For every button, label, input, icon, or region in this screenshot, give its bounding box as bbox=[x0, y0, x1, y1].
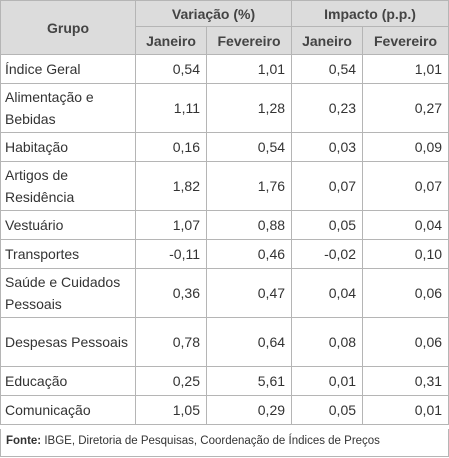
row-var-jan: 1,07 bbox=[135, 210, 207, 240]
row-imp-jan: 0,07 bbox=[291, 161, 364, 211]
row-imp-feb: 0,06 bbox=[362, 317, 449, 367]
source-footer: Fonte: IBGE, Diretoria de Pesquisas, Coo… bbox=[0, 429, 449, 457]
row-imp-feb: 0,10 bbox=[362, 239, 449, 269]
row-var-jan: 1,05 bbox=[135, 395, 207, 425]
row-imp-jan: 0,01 bbox=[291, 366, 364, 396]
table-row: Despesas Pessoais 0,78 0,64 0,08 0,06 bbox=[0, 317, 449, 367]
row-var-jan: -0,11 bbox=[135, 239, 207, 269]
row-imp-feb: 0,31 bbox=[362, 366, 449, 396]
table-row: Comunicação 1,05 0,29 0,05 0,01 bbox=[0, 395, 449, 425]
row-var-feb: 1,76 bbox=[205, 161, 293, 211]
row-imp-jan: 0,23 bbox=[291, 83, 364, 133]
row-var-feb: 0,88 bbox=[205, 210, 293, 240]
header-var-feb: Fevereiro bbox=[205, 26, 293, 55]
source-label: Fonte: bbox=[6, 435, 42, 447]
row-imp-jan: 0,05 bbox=[291, 210, 364, 240]
row-var-jan: 0,16 bbox=[135, 132, 207, 162]
table-row: Artigos de Residência 1,82 1,76 0,07 0,0… bbox=[0, 161, 449, 211]
row-var-feb: 0,64 bbox=[205, 317, 293, 367]
row-imp-feb: 0,27 bbox=[362, 83, 449, 133]
row-var-feb: 1,28 bbox=[205, 83, 293, 133]
header-impact: Impacto (p.p.) bbox=[291, 0, 449, 27]
row-var-jan: 0,54 bbox=[135, 54, 207, 84]
row-imp-feb: 0,09 bbox=[362, 132, 449, 162]
row-var-jan: 1,82 bbox=[135, 161, 207, 211]
ipca-table: Grupo Variação (%) Impacto (p.p.) Janeir… bbox=[0, 0, 449, 425]
row-imp-jan: 0,08 bbox=[291, 317, 364, 367]
row-imp-feb: 0,04 bbox=[362, 210, 449, 240]
row-imp-jan: 0,03 bbox=[291, 132, 364, 162]
source-note: Fonte: IBGE, Diretoria de Pesquisas, Coo… bbox=[6, 435, 380, 447]
row-group: Educação bbox=[0, 366, 136, 396]
row-var-jan: 1,11 bbox=[135, 83, 207, 133]
row-group: Artigos de Residência bbox=[0, 161, 136, 211]
source-text: IBGE, Diretoria de Pesquisas, Coordenaçã… bbox=[41, 435, 380, 447]
row-var-feb: 5,61 bbox=[205, 366, 293, 396]
table-row: Educação 0,25 5,61 0,01 0,31 bbox=[0, 366, 449, 396]
row-var-jan: 0,36 bbox=[135, 268, 207, 318]
table-row: Alimentação e Bebidas 1,11 1,28 0,23 0,2… bbox=[0, 83, 449, 133]
row-imp-jan: 0,04 bbox=[291, 268, 364, 318]
row-group: Transportes bbox=[0, 239, 136, 269]
row-var-jan: 0,78 bbox=[135, 317, 207, 367]
row-var-feb: 0,47 bbox=[205, 268, 293, 318]
row-var-feb: 0,29 bbox=[205, 395, 293, 425]
row-group: Comunicação bbox=[0, 395, 136, 425]
header-imp-jan: Janeiro bbox=[291, 26, 364, 55]
row-imp-jan: 0,54 bbox=[291, 54, 364, 84]
row-imp-feb: 0,01 bbox=[362, 395, 449, 425]
table-row: Transportes -0,11 0,46 -0,02 0,10 bbox=[0, 239, 449, 269]
header-var-jan: Janeiro bbox=[135, 26, 207, 55]
header-imp-feb: Fevereiro bbox=[362, 26, 449, 55]
row-var-jan: 0,25 bbox=[135, 366, 207, 396]
table-row: Saúde e Cuidados Pessoais 0,36 0,47 0,04… bbox=[0, 268, 449, 318]
row-group: Vestuário bbox=[0, 210, 136, 240]
row-imp-feb: 1,01 bbox=[362, 54, 449, 84]
row-var-feb: 1,01 bbox=[205, 54, 293, 84]
row-imp-feb: 0,07 bbox=[362, 161, 449, 211]
row-group: Alimentação e Bebidas bbox=[0, 83, 136, 133]
table-row: Índice Geral 0,54 1,01 0,54 1,01 bbox=[0, 54, 449, 84]
header-group: Grupo bbox=[0, 0, 136, 55]
row-group: Despesas Pessoais bbox=[0, 317, 136, 367]
header-variation: Variação (%) bbox=[134, 0, 293, 27]
row-imp-feb: 0,06 bbox=[362, 268, 449, 318]
row-group: Saúde e Cuidados Pessoais bbox=[0, 268, 136, 318]
table-row: Vestuário 1,07 0,88 0,05 0,04 bbox=[0, 210, 449, 240]
row-var-feb: 0,46 bbox=[205, 239, 293, 269]
row-var-feb: 0,54 bbox=[205, 132, 293, 162]
row-group: Índice Geral bbox=[0, 54, 136, 84]
row-imp-jan: -0,02 bbox=[291, 239, 364, 269]
table-row: Habitação 0,16 0,54 0,03 0,09 bbox=[0, 132, 449, 162]
row-group: Habitação bbox=[0, 132, 136, 162]
row-imp-jan: 0,05 bbox=[291, 395, 364, 425]
